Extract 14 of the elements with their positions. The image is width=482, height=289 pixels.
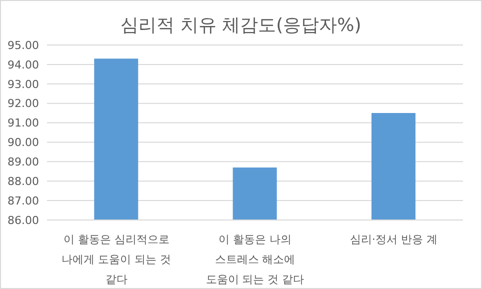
chart-title: 심리적 치유 체감도(응답자%) bbox=[120, 14, 362, 38]
y-tick-label: 86.00 bbox=[8, 214, 39, 227]
y-tick-label: 94.00 bbox=[8, 58, 39, 72]
x-tick-label: 심리·정서 반응 계 bbox=[350, 233, 438, 246]
x-tick-label: 이 활동은 나의 스트레스 해소에 도움이 되는 것 같다 bbox=[206, 233, 304, 286]
y-tick-label: 88.00 bbox=[8, 175, 39, 188]
x-tick-label: 이 활동은 심리적으로 나에게 도움이 되는 것 같다 bbox=[62, 233, 172, 286]
y-tick-label: 93.00 bbox=[8, 78, 39, 91]
y-tick-label: 89.00 bbox=[8, 156, 39, 169]
y-tick-label: 92.00 bbox=[8, 97, 39, 110]
y-tick-label: 95.00 bbox=[8, 38, 39, 52]
y-tick-label: 87.00 bbox=[8, 194, 39, 208]
y-tick-label: 90.00 bbox=[8, 136, 39, 150]
y-tick-label: 91.00 bbox=[8, 116, 39, 130]
